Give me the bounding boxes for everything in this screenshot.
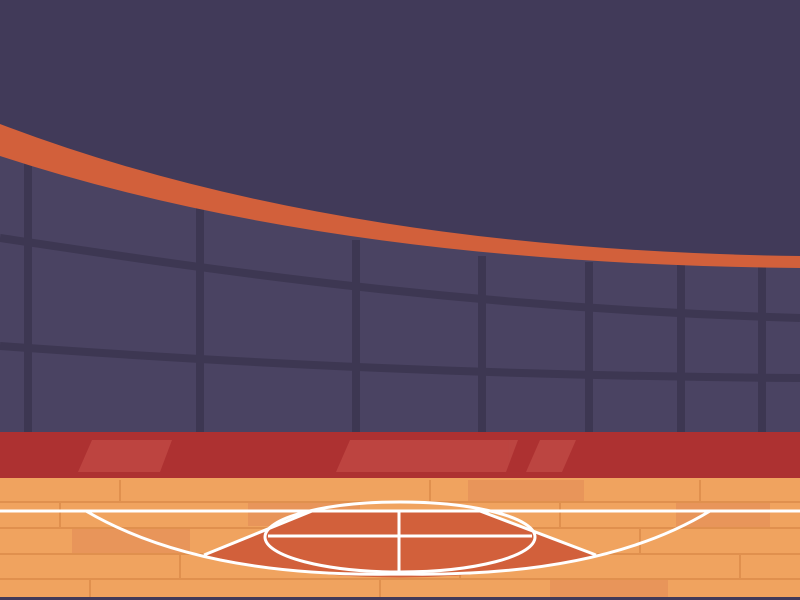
court-lines	[0, 500, 800, 576]
wall-highlights	[78, 440, 576, 472]
stands-grid	[0, 160, 800, 440]
arena-accent-band	[0, 124, 800, 268]
bottom-edge	[0, 597, 800, 600]
